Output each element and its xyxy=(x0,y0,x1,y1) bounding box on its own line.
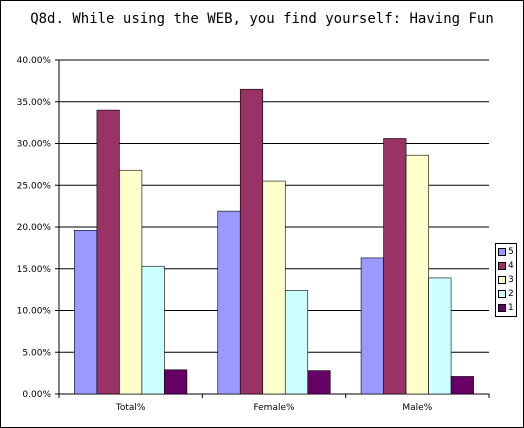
x-tick-label: Female% xyxy=(253,403,295,413)
bar xyxy=(119,169,143,395)
bar xyxy=(96,109,120,395)
y-tick-label: 5.00% xyxy=(22,348,51,358)
bar xyxy=(405,154,429,395)
legend-swatch xyxy=(498,304,506,312)
legend-label: 5 xyxy=(508,246,514,257)
y-tick-label: 40.00% xyxy=(17,56,52,66)
bar xyxy=(262,180,286,395)
chart-title: Q8d. While using the WEB, you find yours… xyxy=(30,11,494,27)
y-tick-label: 30.00% xyxy=(17,140,52,150)
bar xyxy=(217,210,241,395)
bar xyxy=(164,369,188,395)
legend-swatch xyxy=(498,276,506,284)
bar xyxy=(360,257,384,395)
bar xyxy=(450,376,474,395)
legend-swatch xyxy=(498,290,506,298)
y-tick-label: 15.00% xyxy=(17,265,52,275)
legend-label: 1 xyxy=(508,302,514,313)
legend-swatch xyxy=(498,248,506,256)
y-tick-label: 0.00% xyxy=(22,390,51,400)
legend-label: 3 xyxy=(508,274,514,285)
bar xyxy=(307,370,331,395)
legend-item: 3 xyxy=(498,273,516,287)
x-tick-label: Male% xyxy=(402,403,432,413)
bar xyxy=(141,265,165,395)
y-tick-label: 20.00% xyxy=(17,223,52,233)
y-tick-label: 10.00% xyxy=(17,307,52,317)
x-tick-label: Total% xyxy=(115,403,146,413)
bar xyxy=(383,138,407,395)
legend-item: 5 xyxy=(498,245,516,259)
bar xyxy=(74,230,98,395)
legend-item: 1 xyxy=(498,301,516,315)
bar xyxy=(284,290,309,395)
legend-label: 4 xyxy=(508,260,514,271)
legend-item: 2 xyxy=(498,287,516,301)
legend-item: 4 xyxy=(498,259,516,273)
y-tick-label: 35.00% xyxy=(17,98,52,108)
bar xyxy=(428,277,452,395)
legend-label: 2 xyxy=(508,288,514,299)
legend-swatch xyxy=(498,262,506,270)
y-tick-label: 25.00% xyxy=(17,181,52,191)
legend: 5 4 3 2 1 xyxy=(495,243,517,317)
bar xyxy=(239,88,264,395)
